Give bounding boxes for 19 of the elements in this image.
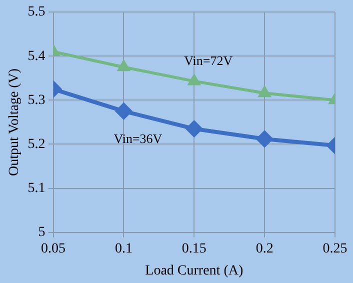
y-tick-label: 5.4 bbox=[28, 48, 46, 64]
series-label: Vin=72V bbox=[184, 53, 234, 68]
y-tick-label: 5.2 bbox=[28, 136, 46, 152]
point bbox=[186, 120, 202, 137]
x-tick-label: 0.15 bbox=[182, 241, 206, 256]
y-tick-label: 5.1 bbox=[28, 180, 46, 196]
y-tick-label: 5.5 bbox=[28, 4, 46, 20]
series-label: Vin=36V bbox=[114, 131, 163, 146]
y-tick-label: 5.3 bbox=[28, 92, 46, 108]
point bbox=[116, 103, 132, 120]
y-axis-title: Output Voltage (V) bbox=[7, 68, 22, 176]
point bbox=[188, 74, 200, 86]
x-tick-label: 0.05 bbox=[41, 241, 66, 256]
x-axis-title: Load Current (A) bbox=[145, 263, 244, 278]
x-tick-label: 0.25 bbox=[322, 241, 348, 256]
point bbox=[118, 60, 130, 72]
x-tick-label: 0.1 bbox=[114, 241, 132, 256]
x-tick-label: 0.2 bbox=[256, 241, 274, 256]
y-tick-label: 5 bbox=[38, 225, 46, 240]
